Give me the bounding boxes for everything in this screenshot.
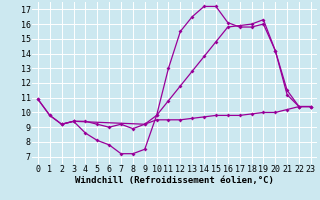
X-axis label: Windchill (Refroidissement éolien,°C): Windchill (Refroidissement éolien,°C) [75,176,274,185]
